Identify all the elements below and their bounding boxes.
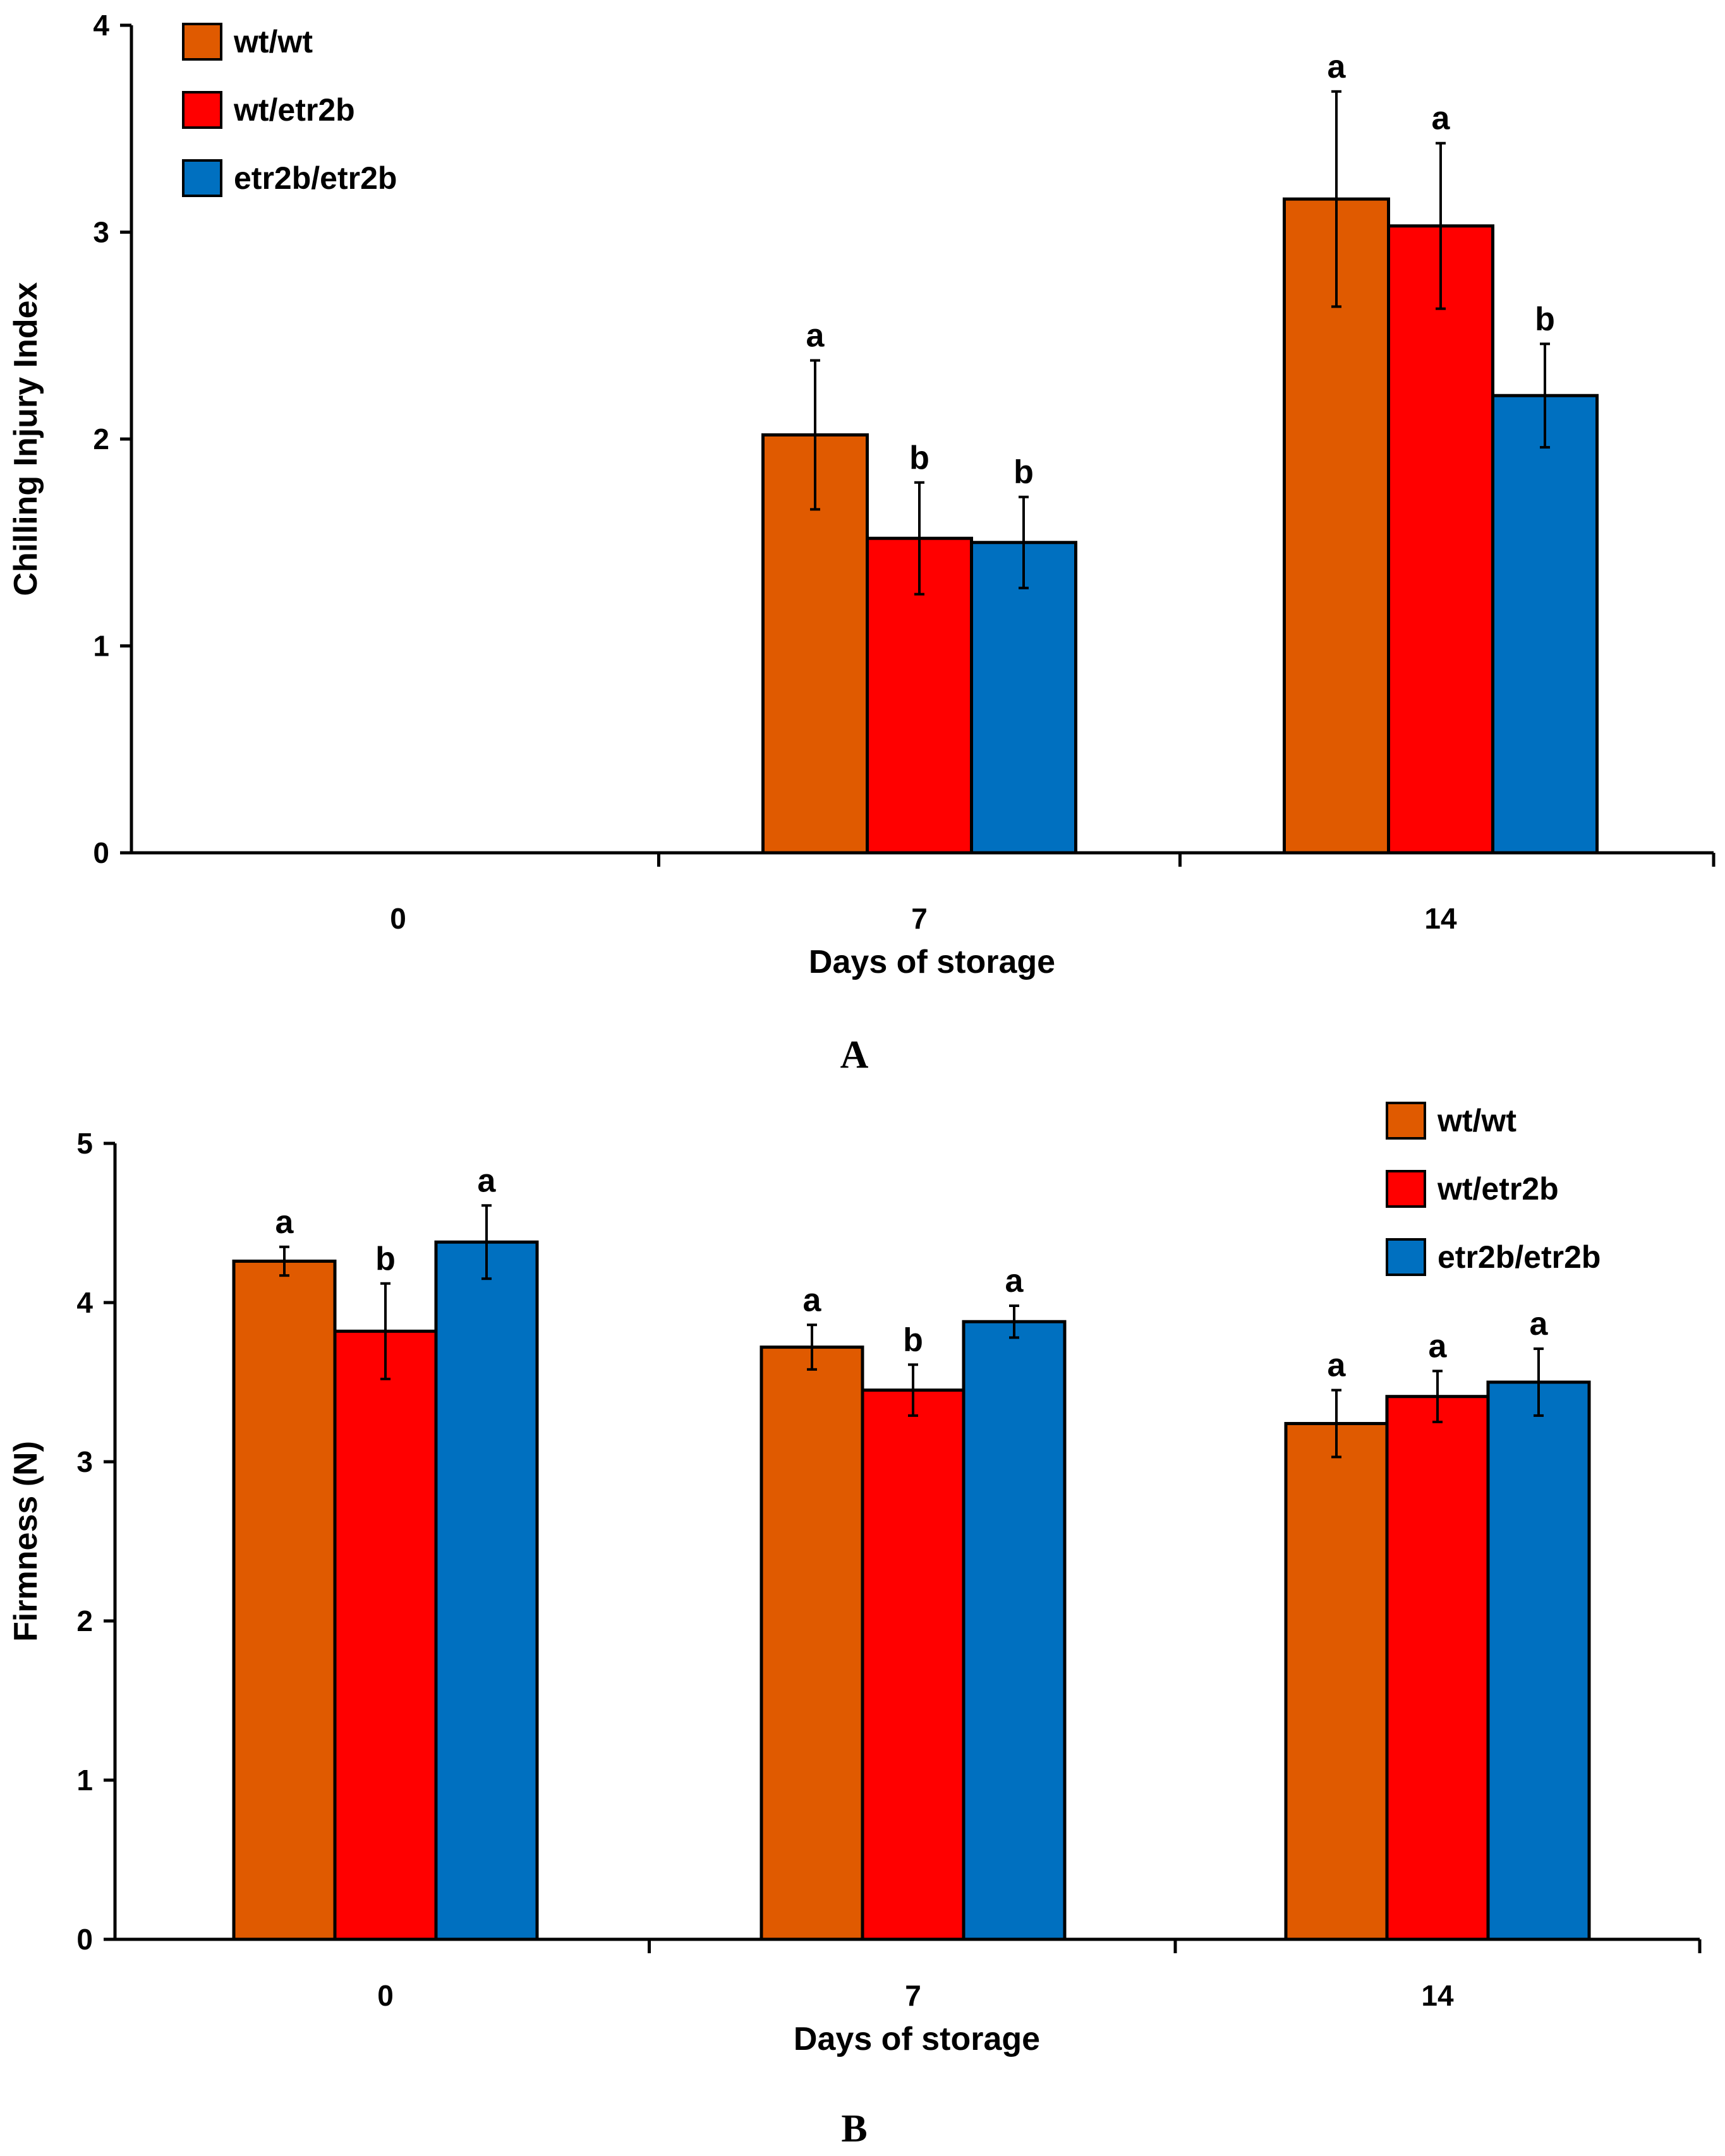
- x-tick-label: 7: [905, 1979, 921, 2012]
- significance-label: a: [1530, 1306, 1549, 1342]
- significance-label: b: [375, 1241, 396, 1277]
- legend-swatch: [182, 23, 222, 61]
- bar: [1284, 1422, 1389, 1941]
- legend-label: wt/etr2b: [233, 92, 355, 128]
- significance-label: a: [1005, 1263, 1024, 1299]
- panel-letter: B: [841, 2107, 867, 2150]
- significance-label: b: [1535, 301, 1555, 337]
- y-tick-label: 2: [76, 1605, 93, 1637]
- chilling-injury-chart: 0 1 2 3 4 0 7 14 Days of storage Chilling Injury …: [8, 9, 1716, 1076]
- bar: [1491, 394, 1599, 855]
- bar: [760, 1346, 864, 1941]
- bar: [1387, 224, 1494, 855]
- bar: [861, 1388, 965, 1941]
- x-tick-label: 14: [1424, 902, 1457, 935]
- bar: [866, 536, 973, 855]
- significance-label: b: [1014, 454, 1034, 491]
- legend: wt/wt wt/etr2b etr2b/etr2b: [1386, 1102, 1601, 1276]
- significance-label: b: [903, 1322, 923, 1358]
- legend-label: etr2b/etr2b: [234, 160, 397, 196]
- bar: [1283, 197, 1390, 855]
- legend-label: wt/wt: [233, 24, 313, 59]
- bar: [333, 1329, 438, 1941]
- x-tick-label: 0: [390, 902, 406, 935]
- bar: [1486, 1380, 1591, 1941]
- significance-label: a: [1429, 1328, 1448, 1364]
- legend-swatch: [1386, 1102, 1426, 1140]
- y-tick-label: 0: [93, 836, 109, 869]
- y-tick-label: 3: [93, 216, 109, 249]
- y-axis-title: Chilling Injury Index: [8, 282, 44, 596]
- significance-label: a: [1432, 100, 1451, 137]
- y-tick-label: 5: [76, 1127, 93, 1160]
- legend-swatch: [182, 159, 222, 197]
- bar: [434, 1240, 539, 1941]
- y-tick-label: 4: [76, 1286, 93, 1319]
- x-tick-label: 7: [911, 902, 928, 935]
- bar: [232, 1259, 337, 1941]
- legend-label: wt/wt: [1437, 1103, 1516, 1138]
- x-axis-title: Days of storage: [794, 2021, 1040, 2057]
- significance-label: a: [803, 1282, 822, 1318]
- y-tick-label: 1: [93, 630, 109, 663]
- significance-label: a: [1328, 49, 1347, 85]
- y-tick-label: 2: [93, 423, 109, 455]
- significance-label: a: [275, 1204, 294, 1241]
- bar: [962, 1320, 1067, 1941]
- significance-label: a: [478, 1162, 497, 1199]
- y-axis-title: Firmness (N): [8, 1441, 44, 1642]
- legend-label: etr2b/etr2b: [1438, 1239, 1601, 1275]
- y-tick-label: 1: [76, 1764, 93, 1797]
- y-tick-label: 0: [76, 1923, 93, 1956]
- x-tick-label: 14: [1421, 1979, 1454, 2012]
- legend-swatch: [1386, 1170, 1426, 1208]
- x-axis-title: Days of storage: [809, 944, 1055, 980]
- significance-label: a: [806, 318, 825, 354]
- significance-label: a: [1328, 1347, 1347, 1384]
- bar: [1385, 1395, 1490, 1941]
- firmness-chart: 0 1 2 3 4 5 0 7 14 Days of storage Firmness (N) a a a…: [8, 1102, 1702, 2150]
- significance-label: b: [909, 440, 929, 476]
- legend-label: wt/etr2b: [1437, 1171, 1559, 1207]
- legend: wt/wt wt/etr2b etr2b/etr2b: [182, 23, 397, 197]
- y-tick-label: 4: [93, 9, 109, 42]
- legend-swatch: [1386, 1238, 1426, 1276]
- x-tick-label: 0: [377, 1979, 394, 2012]
- panel-letter: A: [840, 1033, 869, 1076]
- y-tick-label: 3: [76, 1445, 93, 1478]
- legend-swatch: [182, 91, 222, 129]
